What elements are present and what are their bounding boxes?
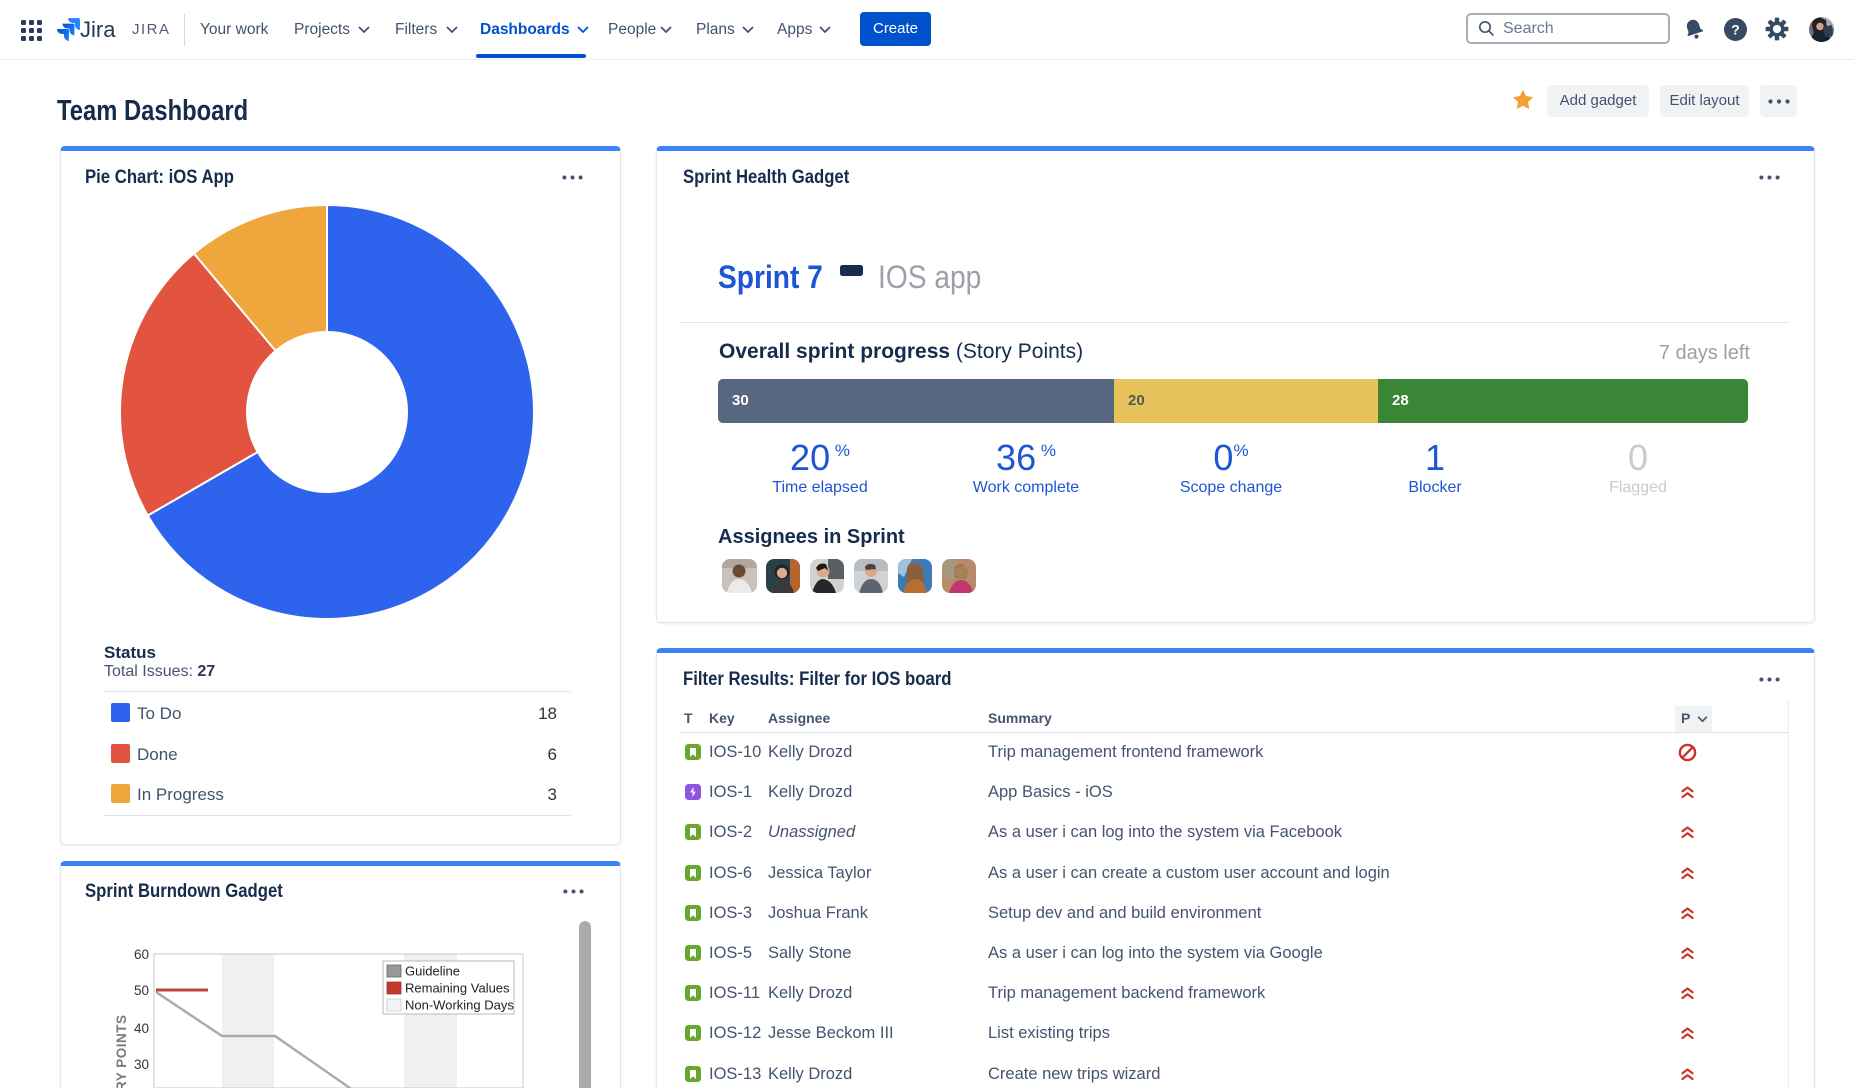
svg-text:60: 60 bbox=[134, 947, 149, 962]
svg-text:40: 40 bbox=[134, 1021, 149, 1036]
svg-text:STORY POINTS: STORY POINTS bbox=[114, 1014, 129, 1088]
svg-text:Remaining Values: Remaining Values bbox=[405, 981, 510, 996]
svg-text:Guideline: Guideline bbox=[405, 964, 460, 979]
svg-text:30: 30 bbox=[134, 1057, 149, 1072]
svg-text:?: ? bbox=[1731, 21, 1740, 37]
svg-text:50: 50 bbox=[134, 983, 149, 998]
svg-text:Non-Working Days: Non-Working Days bbox=[405, 998, 514, 1013]
